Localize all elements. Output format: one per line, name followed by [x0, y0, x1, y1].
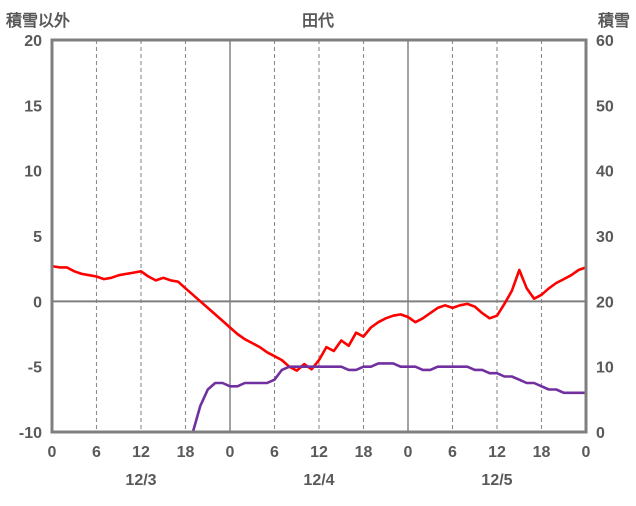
x-axis-hour-label: 0 [226, 444, 235, 461]
x-axis-hour-label: 12 [132, 444, 150, 461]
left-axis-title: 積雪以外 [6, 13, 71, 30]
x-axis-date-label: 12/5 [481, 472, 512, 489]
plot-border [50, 38, 588, 434]
left-axis-tick-label: 15 [24, 98, 42, 115]
x-axis-hour-label: 12 [310, 444, 328, 461]
x-axis-hour-label: 18 [533, 444, 551, 461]
right-axis-tick-label: 40 [596, 164, 614, 181]
right-axis-title: 積雪 [597, 13, 630, 30]
x-axis-date-label: 12/3 [125, 472, 156, 489]
x-axis-hour-label: 0 [404, 444, 413, 461]
x-axis-hour-label: 12 [488, 444, 506, 461]
right-axis-tick-label: 0 [596, 425, 605, 442]
left-axis-tick-label: 5 [33, 229, 42, 246]
left-axis-tick-label: -10 [19, 425, 42, 442]
left-axis-tick-label: -5 [28, 360, 42, 377]
red-series-line [50, 264, 588, 372]
right-axis-tick-label: 20 [596, 294, 614, 311]
left-axis-tick-label: 0 [33, 294, 42, 311]
left-axis-tick-label: 10 [24, 164, 42, 181]
left-axis-tick-label: 20 [24, 33, 42, 50]
x-axis-hour-label: 18 [177, 444, 195, 461]
right-axis-tick-label: 50 [596, 98, 614, 115]
right-axis-tick-label: 60 [596, 33, 614, 50]
x-axis-date-label: 12/4 [303, 472, 334, 489]
x-axis-hour-label: 0 [48, 444, 57, 461]
x-axis-hour-label: 18 [355, 444, 373, 461]
x-axis-hour-label: 6 [448, 444, 457, 461]
x-axis-hour-label: 0 [582, 444, 591, 461]
x-axis-hour-label: 6 [92, 444, 101, 461]
right-axis-tick-label: 10 [596, 360, 614, 377]
x-axis-hour-label: 6 [270, 444, 279, 461]
right-axis-tick-label: 30 [596, 229, 614, 246]
chart-title: 田代 [301, 13, 334, 30]
